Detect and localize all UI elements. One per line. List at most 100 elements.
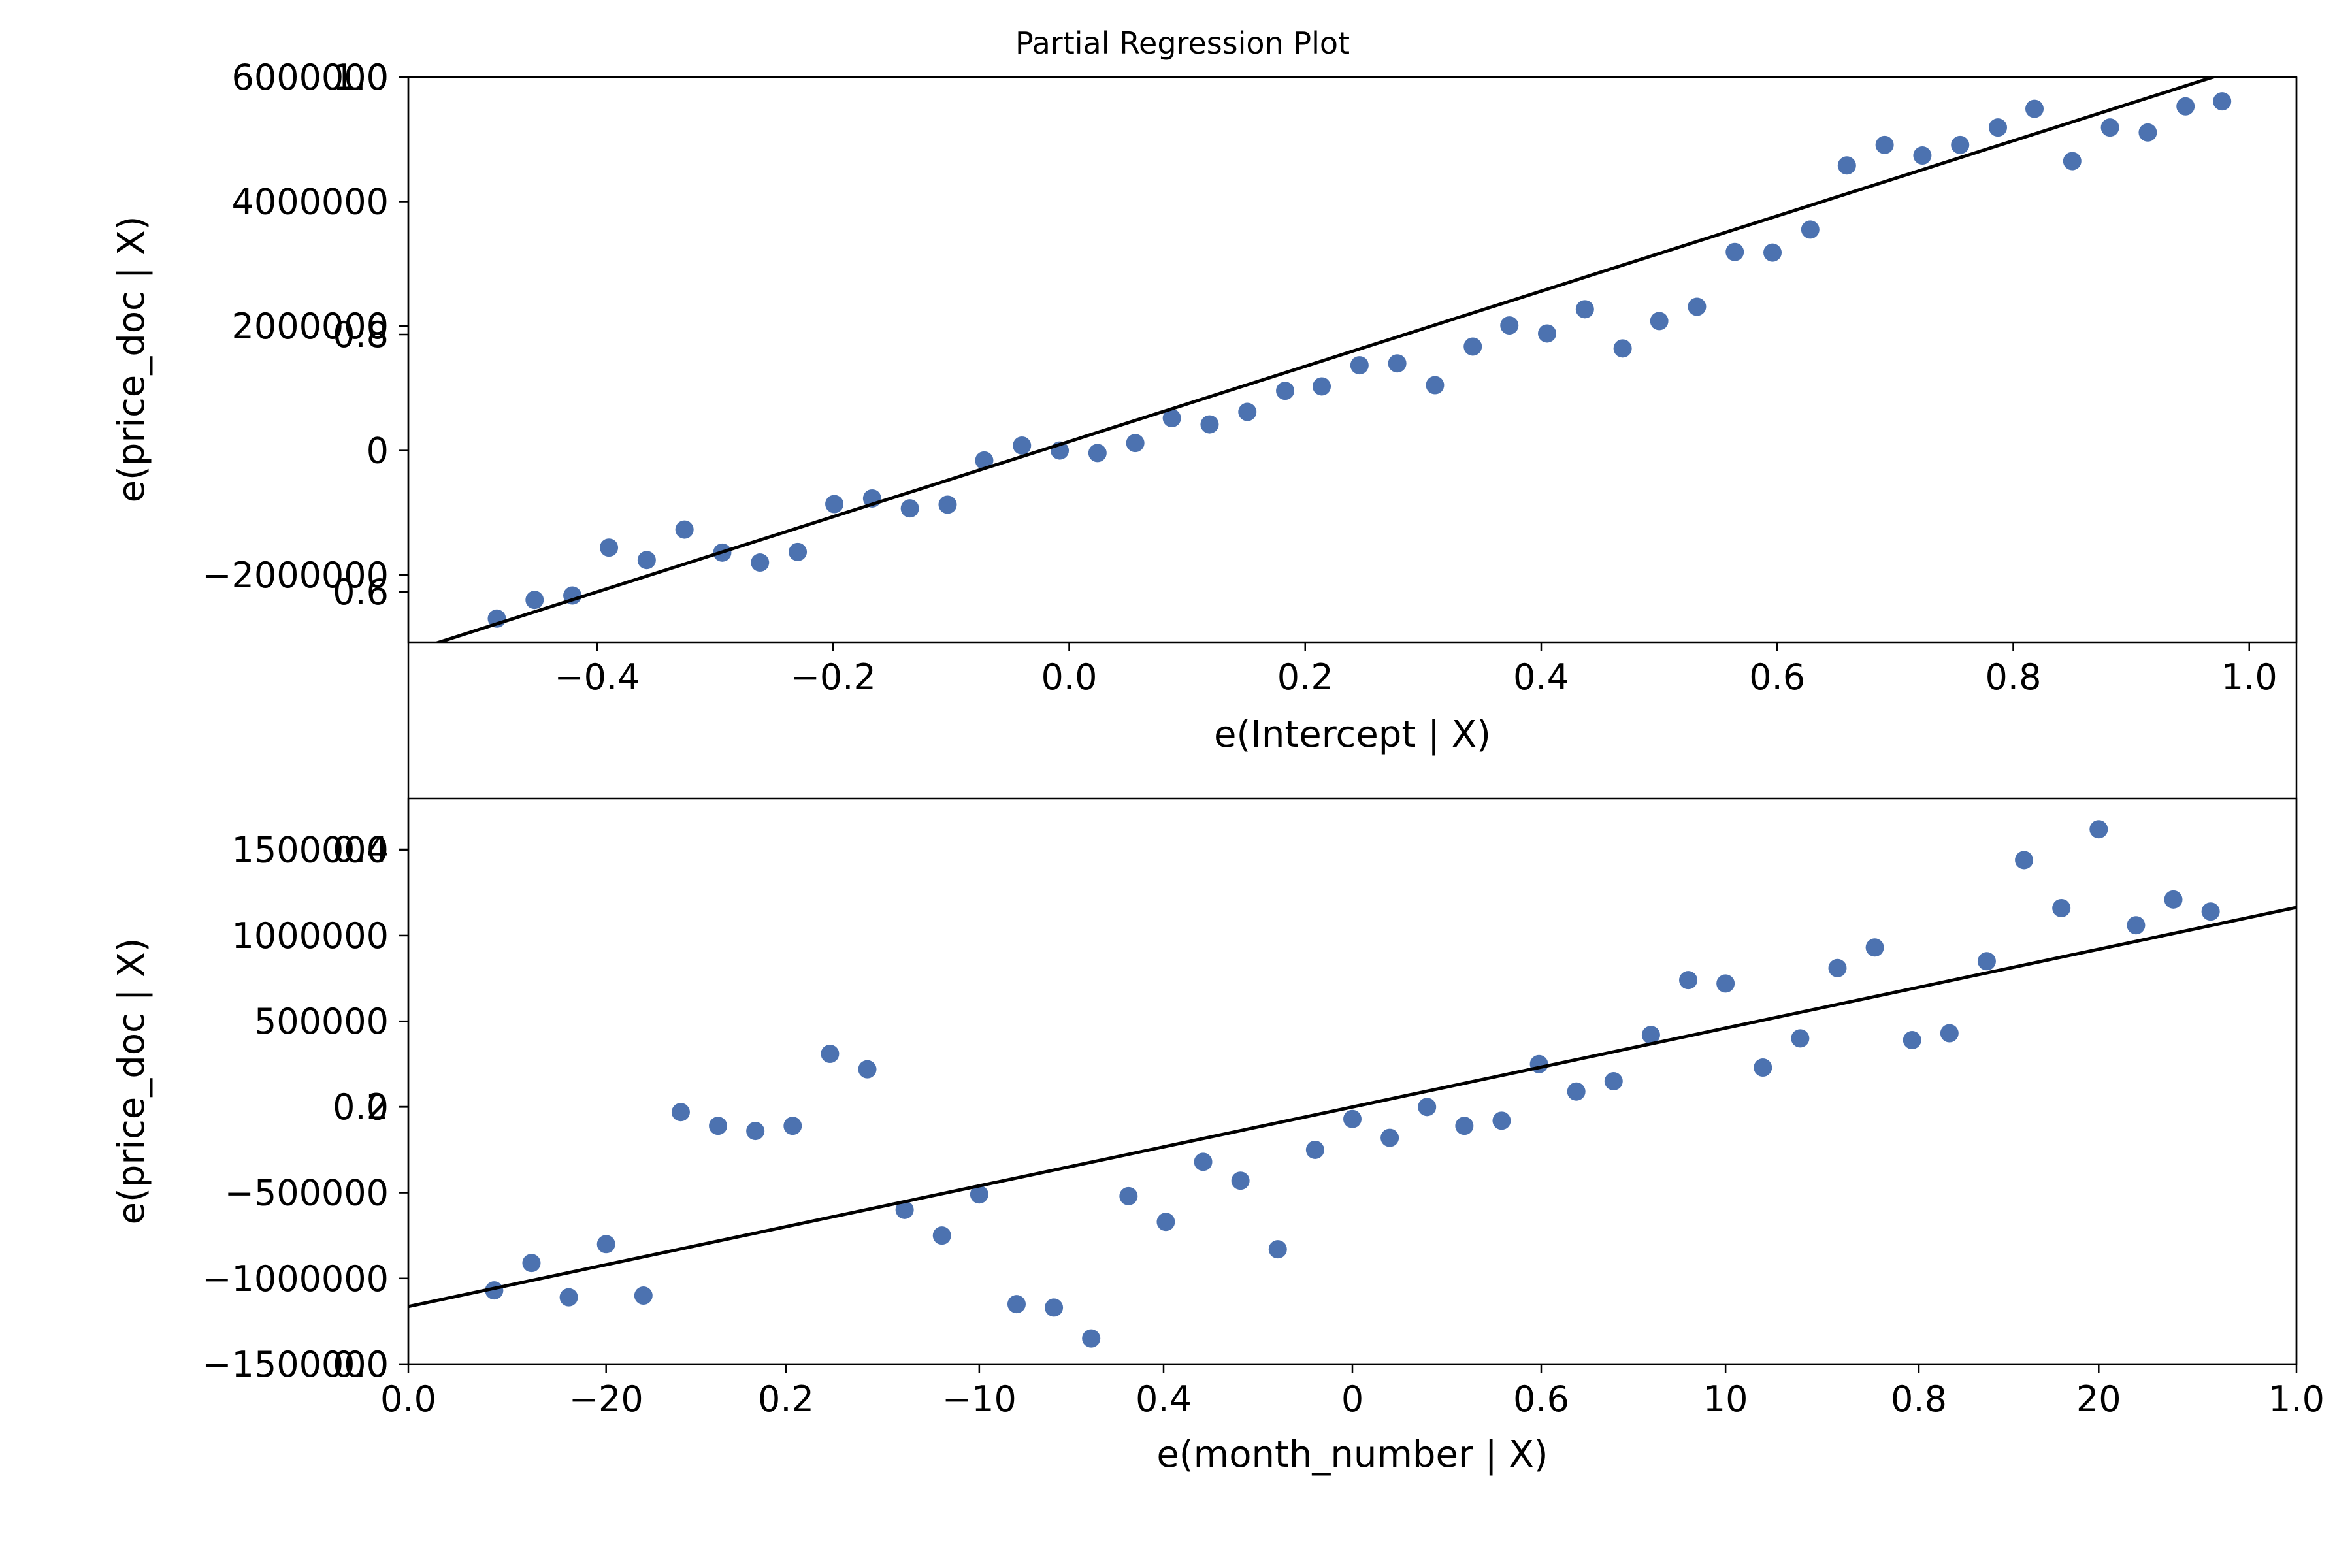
data-point	[1575, 300, 1594, 319]
data-point	[1268, 1240, 1287, 1259]
data-point	[2063, 152, 2082, 171]
scatter-points	[487, 92, 2232, 628]
x-tick-label: 0.8	[1985, 657, 2042, 698]
data-point	[1380, 1128, 1399, 1147]
y-axis-label: e(price_doc | X)	[110, 216, 153, 503]
x-tick-label: 0.6	[1749, 657, 1805, 698]
data-point	[1688, 297, 1707, 316]
data-point	[1088, 444, 1107, 463]
data-point	[1801, 220, 1820, 239]
data-point	[1007, 1295, 1026, 1314]
month-number-panel: −1500000 −1000000 −500000 0 500000 1000000 150…	[110, 797, 2298, 1476]
data-point	[789, 542, 808, 561]
data-point	[671, 1103, 690, 1122]
data-point	[938, 495, 957, 514]
y-tick-label: 0	[367, 1086, 389, 1128]
axes-frame	[407, 76, 2298, 644]
data-point	[1613, 339, 1632, 358]
data-point	[1455, 1117, 1474, 1135]
data-point	[1875, 135, 1894, 154]
overlay-x-tick-label: 0.2	[758, 1379, 814, 1420]
data-point	[1313, 377, 1331, 396]
y-tick-label: 1500000	[232, 830, 389, 871]
data-point	[559, 1288, 578, 1307]
data-point	[932, 1226, 951, 1245]
data-point	[783, 1117, 802, 1135]
data-point	[1977, 952, 1996, 971]
y-tick-label: −2000000	[202, 555, 389, 596]
data-point	[1754, 1058, 1772, 1077]
data-point	[1492, 1111, 1511, 1130]
y-tick-label: −500000	[225, 1173, 389, 1214]
y-tick-label: −1500000	[202, 1344, 389, 1385]
y-tick-label: 1000000	[232, 915, 389, 956]
fit-line	[433, 77, 2219, 642]
data-point	[675, 520, 694, 539]
data-point	[1567, 1082, 1586, 1101]
data-point	[2025, 99, 2044, 118]
data-point	[2089, 820, 2108, 839]
x-tick-label: −10	[942, 1379, 1017, 1420]
data-point	[1951, 135, 1970, 154]
data-point	[1082, 1329, 1101, 1348]
empty-overlay-axes: 0.0 0.0 0.2 0.2 0.4 0.4 0.6 0.6 0.8 0.8 1.0 1.0	[333, 57, 2325, 1420]
data-point	[751, 553, 770, 572]
data-point	[2138, 123, 2157, 142]
data-point	[1940, 1024, 1959, 1043]
data-point	[1463, 337, 1482, 356]
data-point	[2201, 902, 2220, 921]
data-point	[975, 451, 994, 470]
x-tick-label: 1.0	[2221, 657, 2278, 698]
data-point	[1238, 402, 1257, 421]
overlay-y-tick-label: 0.4	[333, 829, 389, 870]
y-tick-label: 0	[367, 431, 389, 472]
overlay-x-tick-label: 0.8	[1891, 1379, 1947, 1420]
data-point	[1418, 1098, 1437, 1117]
x-tick-label: −0.2	[791, 657, 876, 698]
data-point	[2015, 851, 2034, 870]
x-tick-label: 20	[2076, 1379, 2121, 1420]
data-point	[1126, 434, 1145, 453]
overlay-y-tick-label: 0.2	[333, 1086, 389, 1128]
data-point	[600, 538, 619, 557]
x-tick-label: −20	[569, 1379, 644, 1420]
y-tick-label: 4000000	[232, 182, 389, 223]
data-point	[2052, 898, 2071, 917]
data-point	[900, 499, 919, 518]
data-point	[1045, 1298, 1064, 1317]
x-tick-label: 0.4	[1513, 657, 1569, 698]
data-point	[1679, 971, 1698, 990]
data-point	[1276, 382, 1295, 400]
figure-title: Partial Regression Plot	[1015, 25, 1350, 61]
data-point	[1156, 1213, 1175, 1232]
x-tick-label: −0.4	[554, 657, 640, 698]
overlay-x-tick-label: 0.6	[1513, 1379, 1569, 1420]
data-point	[525, 591, 544, 610]
data-point	[1763, 243, 1782, 262]
data-point	[522, 1254, 541, 1273]
data-point	[1388, 354, 1407, 373]
data-point	[596, 1235, 615, 1254]
x-tick-label: 0.2	[1277, 657, 1333, 698]
data-point	[1162, 409, 1181, 428]
data-point	[1194, 1152, 1213, 1171]
data-point	[1791, 1029, 1810, 1048]
data-point	[1725, 242, 1744, 261]
y-tick-label: −1000000	[202, 1258, 389, 1299]
data-point	[1913, 146, 1932, 165]
data-point	[1500, 316, 1519, 335]
overlay-y-tick-label: 0.0	[333, 1344, 389, 1385]
data-point	[1650, 312, 1669, 331]
data-point	[2127, 916, 2146, 935]
data-point	[1119, 1186, 1138, 1205]
data-point	[1837, 156, 1856, 175]
y-tick-label: 6000000	[232, 57, 389, 98]
x-tick-label: 0.0	[1041, 657, 1098, 698]
data-point	[821, 1045, 840, 1064]
overlay-y-tick-label: 0.8	[333, 314, 389, 355]
data-point	[2213, 92, 2232, 111]
x-axis-label: e(month_number | X)	[1156, 1433, 1548, 1476]
data-point	[1231, 1171, 1250, 1190]
overlay-x-tick-label: 1.0	[2268, 1379, 2325, 1420]
y-tick-label: 2000000	[232, 306, 389, 347]
